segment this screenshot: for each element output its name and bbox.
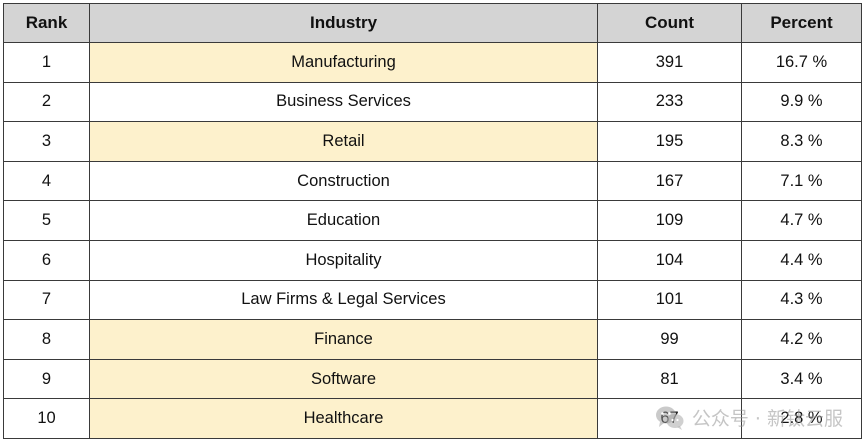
industry-cell: Software (89, 358, 598, 400)
industry-cell: Manufacturing (89, 42, 598, 83)
rank-cell: 9 (3, 358, 90, 400)
count-cell: 391 (597, 42, 742, 83)
header-percent: Percent (741, 3, 862, 43)
rank-cell: 6 (3, 239, 90, 281)
percent-cell: 7.1 % (741, 160, 862, 202)
industry-cell: Business Services (89, 81, 598, 123)
count-cell: 67 (597, 398, 742, 439)
rank-cell: 1 (3, 42, 90, 83)
rank-cell: 3 (3, 121, 90, 162)
percent-cell: 2.8 % (741, 398, 862, 439)
count-cell: 109 (597, 200, 742, 241)
count-cell: 81 (597, 358, 742, 400)
industry-cell: Finance (89, 319, 598, 360)
table-row: 2 Business Services 233 9.9 % (3, 81, 862, 123)
percent-cell: 9.9 % (741, 81, 862, 123)
percent-cell: 3.4 % (741, 358, 862, 400)
rank-cell: 4 (3, 160, 90, 202)
industry-cell: Law Firms & Legal Services (89, 279, 598, 321)
table-row: 8 Finance 99 4.2 % (3, 319, 862, 360)
table-row: 6 Hospitality 104 4.4 % (3, 239, 862, 281)
percent-cell: 4.3 % (741, 279, 862, 321)
header-rank: Rank (3, 3, 90, 43)
table-row: 9 Software 81 3.4 % (3, 358, 862, 400)
table-header-row: Rank Industry Count Percent (3, 3, 862, 43)
table-body: 1 Manufacturing 391 16.7 % 2 Business Se… (3, 42, 862, 439)
count-cell: 99 (597, 319, 742, 360)
header-industry: Industry (89, 3, 598, 43)
table-row: 10 Healthcare 67 2.8 % (3, 398, 862, 439)
table-row: 7 Law Firms & Legal Services 101 4.3 % (3, 279, 862, 321)
industry-cell: Healthcare (89, 398, 598, 439)
industry-cell: Retail (89, 121, 598, 162)
table-row: 4 Construction 167 7.1 % (3, 160, 862, 202)
rank-cell: 2 (3, 81, 90, 123)
industry-cell: Construction (89, 160, 598, 202)
rank-cell: 10 (3, 398, 90, 439)
table-row: 1 Manufacturing 391 16.7 % (3, 42, 862, 83)
industry-cell: Education (89, 200, 598, 241)
rank-cell: 5 (3, 200, 90, 241)
count-cell: 104 (597, 239, 742, 281)
industry-ranking-table: Rank Industry Count Percent 1 Manufactur… (3, 3, 862, 439)
rank-cell: 8 (3, 319, 90, 360)
table-row: 3 Retail 195 8.3 % (3, 121, 862, 162)
count-cell: 233 (597, 81, 742, 123)
percent-cell: 4.2 % (741, 319, 862, 360)
percent-cell: 16.7 % (741, 42, 862, 83)
percent-cell: 4.4 % (741, 239, 862, 281)
industry-table-container: Rank Industry Count Percent 1 Manufactur… (3, 3, 862, 445)
percent-cell: 8.3 % (741, 121, 862, 162)
industry-cell: Hospitality (89, 239, 598, 281)
count-cell: 101 (597, 279, 742, 321)
percent-cell: 4.7 % (741, 200, 862, 241)
header-count: Count (597, 3, 742, 43)
rank-cell: 7 (3, 279, 90, 321)
count-cell: 167 (597, 160, 742, 202)
count-cell: 195 (597, 121, 742, 162)
table-row: 5 Education 109 4.7 % (3, 200, 862, 241)
